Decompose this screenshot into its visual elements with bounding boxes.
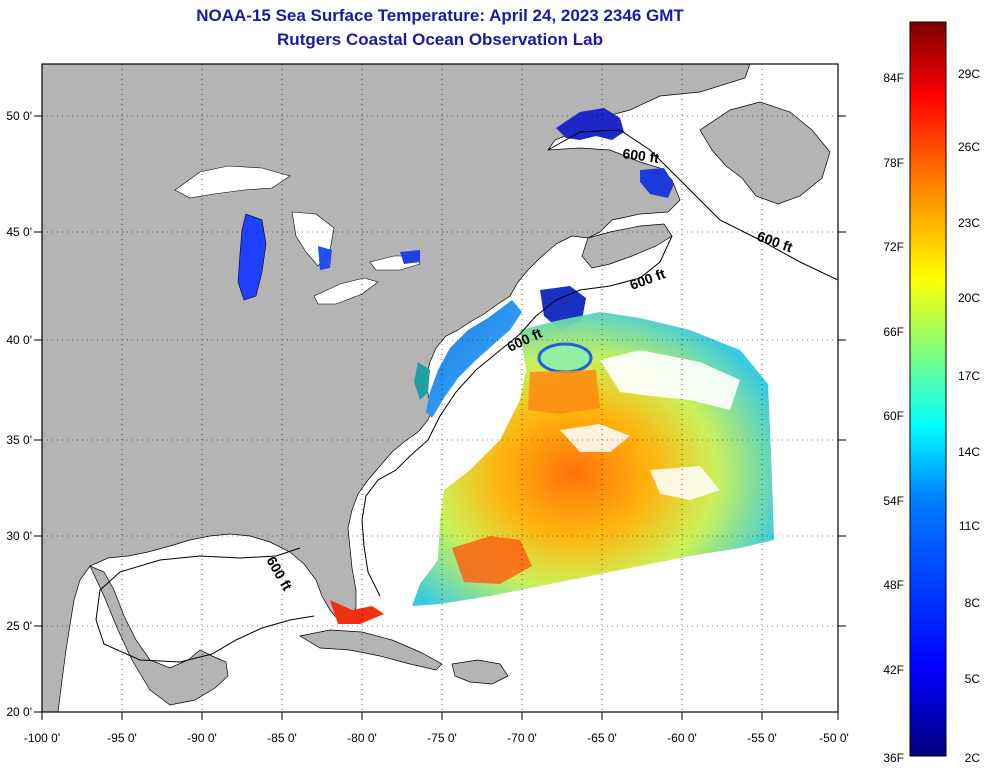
nova-scotia-land: [581, 223, 673, 269]
lat-label: 45 0': [6, 225, 32, 239]
colorbar-f-labels: 84F 78F 72F 66F 60F 54F 48F 42F 36F: [883, 71, 904, 765]
lake-michigan: [237, 213, 267, 301]
lon-label: -65 0': [587, 731, 617, 745]
lon-label: -50 0': [819, 731, 849, 745]
depth-contour-600ft: [547, 129, 838, 281]
lat-label: 25 0': [6, 619, 32, 633]
lake-superior: [174, 165, 291, 199]
frame-ticks: [34, 115, 846, 720]
lon-label: -80 0': [347, 731, 377, 745]
colorbar-f-label: 36F: [883, 751, 904, 765]
colorbar-f-label: 48F: [883, 578, 904, 592]
newfoundland-land: [699, 101, 831, 205]
florida-keys-sst: [330, 600, 384, 624]
gulf-st-lawrence-sst: [640, 168, 674, 198]
lake-huron-sst: [318, 246, 332, 270]
colorbar-f-label: 78F: [883, 156, 904, 170]
lake-ontario-sst: [400, 250, 420, 264]
lon-label: -60 0': [667, 731, 697, 745]
graticule: [42, 64, 838, 712]
map-title: NOAA-15 Sea Surface Temperature: April 2…: [196, 6, 684, 25]
colorbar-c-label: 14C: [958, 445, 980, 459]
lon-label: -70 0': [507, 731, 537, 745]
cloud-gap: [600, 350, 740, 410]
cuba-land: [299, 629, 443, 671]
colorbar-c-label: 17C: [958, 369, 980, 383]
lat-label: 20 0': [6, 705, 32, 719]
lat-label: 50 0': [6, 109, 32, 123]
colorbar-c-labels: 29C 26C 23C 20C 17C 14C 11C 8C 5C 2C: [958, 67, 980, 765]
depth-label: 600 ft: [622, 145, 661, 166]
mexico-land: [89, 565, 229, 706]
colorbar-c-label: 29C: [958, 67, 980, 81]
longitude-labels: -100 0' -95 0' -90 0' -85 0' -80 0' -75 …: [24, 731, 849, 745]
sargasso-warm: [452, 536, 532, 584]
latitude-labels: 50 0' 45 0' 40 0' 35 0' 30 0' 25 0' 20 0…: [6, 109, 32, 719]
colorbar-c-label: 23C: [958, 216, 980, 230]
depth-contour-600ft: [95, 547, 315, 663]
colorbar-f-label: 54F: [883, 494, 904, 508]
colorbar-f-label: 84F: [883, 71, 904, 85]
lon-label: -75 0': [427, 731, 457, 745]
lat-label: 35 0': [6, 433, 32, 447]
map-subtitle: Rutgers Coastal Ocean Observation Lab: [277, 30, 603, 49]
colorbar-c-label: 2C: [965, 751, 981, 765]
lon-label: -95 0': [107, 731, 137, 745]
coastal-sst: [414, 362, 430, 400]
colorbar-f-label: 60F: [883, 409, 904, 423]
cloud-gap: [560, 424, 630, 452]
colorbar-f-label: 72F: [883, 240, 904, 254]
colorbar: [909, 21, 947, 757]
shelf-water-sst: [426, 300, 522, 418]
lon-label: -85 0': [267, 731, 297, 745]
colorbar-c-label: 11C: [959, 519, 980, 533]
lon-label: -90 0': [187, 731, 217, 745]
colorbar-c-label: 26C: [958, 140, 980, 154]
lon-label: -100 0': [24, 731, 60, 745]
warm-core-ring: [537, 342, 593, 374]
cloud-gap: [650, 466, 720, 500]
hispaniola-land: [451, 659, 509, 685]
colorbar-f-label: 42F: [883, 663, 904, 677]
map-frame: [41, 63, 839, 713]
colorbar-c-label: 8C: [965, 596, 981, 610]
depth-contour-600ft: [361, 235, 673, 597]
colorbar-c-label: 20C: [958, 291, 980, 305]
north-america-land: [42, 64, 751, 712]
lat-label: 30 0': [6, 529, 32, 543]
lat-label: 40 0': [6, 333, 32, 347]
lon-label: -55 0': [747, 731, 777, 745]
colorbar-c-label: 5C: [965, 672, 981, 686]
gulf-stream-warm: [528, 370, 600, 414]
colorbar-f-label: 66F: [883, 325, 904, 339]
